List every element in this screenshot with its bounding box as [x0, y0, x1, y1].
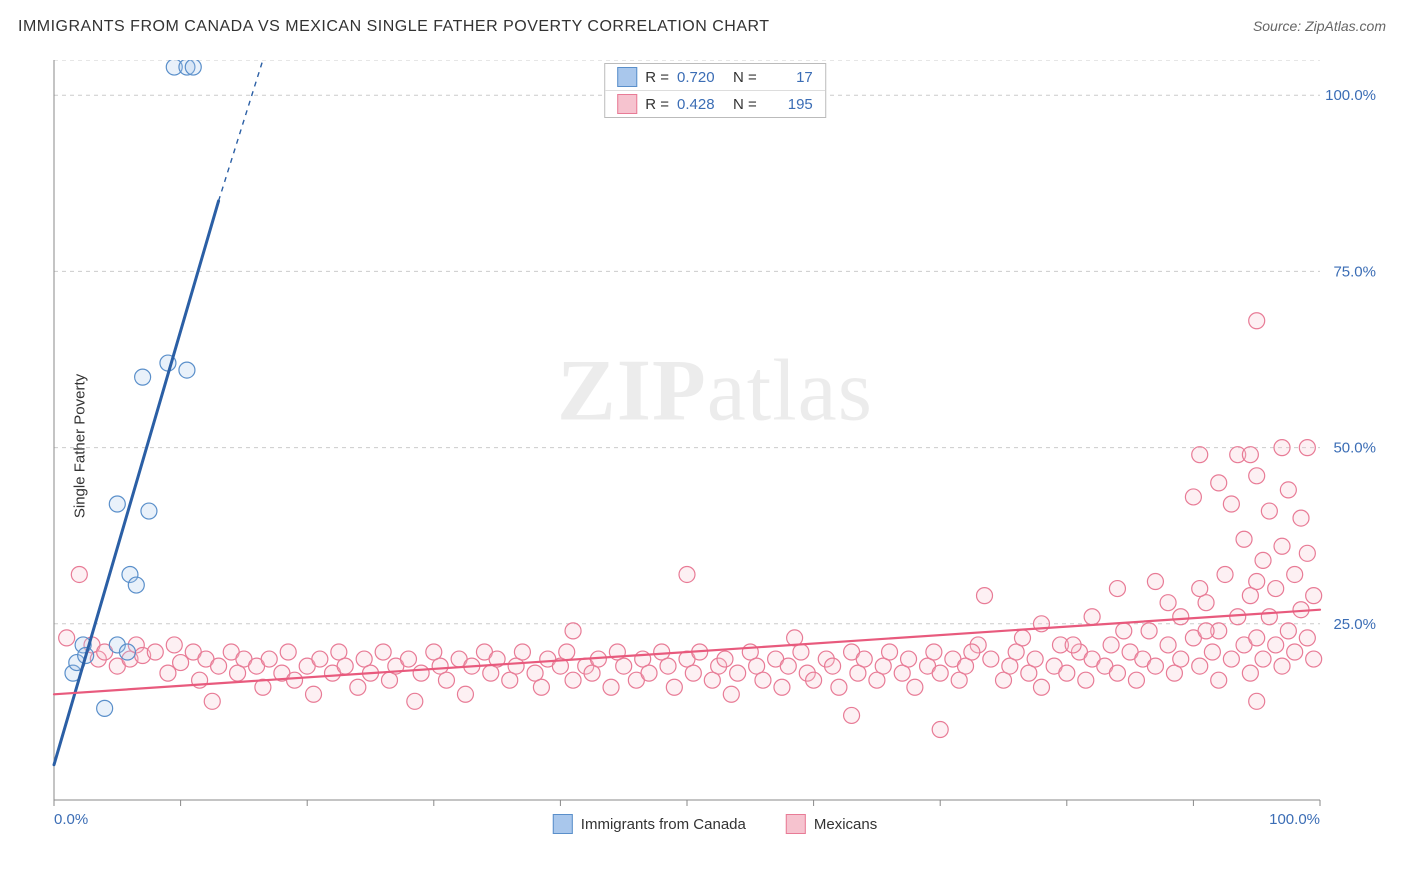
correlation-legend-row: R = 0.720 N = 17: [605, 64, 825, 90]
source-attribution: Source: ZipAtlas.com: [1253, 18, 1386, 34]
r-value: 0.428: [677, 96, 725, 113]
r-label: R =: [645, 96, 669, 113]
svg-text:75.0%: 75.0%: [1333, 263, 1376, 280]
n-label: N =: [733, 96, 757, 113]
series-legend: Immigrants from Canada Mexicans: [553, 814, 877, 834]
n-value: 17: [765, 69, 813, 86]
legend-label: Immigrants from Canada: [581, 816, 746, 833]
svg-text:50.0%: 50.0%: [1333, 440, 1376, 457]
plot-area: ZIPatlas 25.0%50.0%75.0%100.0%0.0%100.0%…: [50, 60, 1380, 830]
series-swatch-icon: [553, 814, 573, 834]
svg-text:0.0%: 0.0%: [54, 811, 88, 828]
chart-title: IMMIGRANTS FROM CANADA VS MEXICAN SINGLE…: [18, 18, 770, 36]
svg-text:100.0%: 100.0%: [1325, 87, 1376, 104]
svg-text:25.0%: 25.0%: [1333, 616, 1376, 633]
n-value: 195: [765, 96, 813, 113]
scatter-chart: 25.0% 50.0% 75.0% 100.0% 0.0% 100.0%: [50, 60, 1380, 830]
r-value: 0.720: [677, 69, 725, 86]
correlation-legend-row: R = 0.428 N = 195: [605, 90, 825, 117]
legend-item: Mexicans: [786, 814, 877, 834]
series-swatch-icon: [617, 67, 637, 87]
n-label: N =: [733, 69, 757, 86]
legend-label: Mexicans: [814, 816, 877, 833]
series-swatch-icon: [786, 814, 806, 834]
legend-item: Immigrants from Canada: [553, 814, 746, 834]
svg-text:100.0%: 100.0%: [1269, 811, 1320, 828]
correlation-legend: R = 0.720 N = 17 R = 0.428 N = 195: [604, 63, 826, 118]
series-swatch-icon: [617, 94, 637, 114]
r-label: R =: [645, 69, 669, 86]
